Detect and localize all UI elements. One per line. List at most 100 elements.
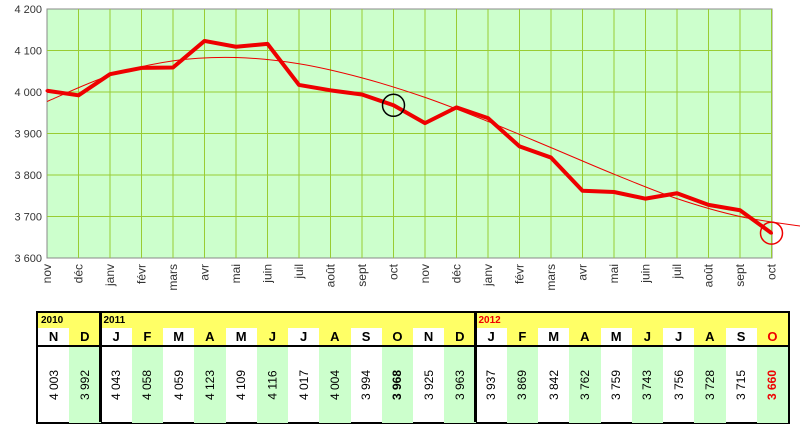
data-point	[108, 72, 112, 76]
value-text: 4 109	[234, 369, 249, 401]
value-text: 3 925	[421, 369, 436, 401]
value-cell: 3 937	[476, 347, 507, 423]
value-cell: 4 003	[38, 347, 69, 423]
value-text: 4 043	[109, 369, 124, 401]
value-text: 3 842	[546, 369, 561, 401]
month-header: J	[256, 328, 288, 345]
month-header: F	[506, 328, 538, 345]
data-point	[423, 121, 427, 125]
data-point	[486, 116, 490, 120]
value-text: 4 058	[140, 369, 155, 401]
month-header: M	[610, 329, 622, 344]
month-header: A	[694, 328, 726, 345]
month-header: J	[675, 329, 683, 344]
x-tick-label: mai	[229, 264, 243, 283]
month-header: S	[736, 329, 746, 344]
month-header: D	[69, 328, 101, 345]
data-point	[455, 105, 458, 109]
y-tick-label: 4 100	[14, 46, 42, 58]
x-tick-label: oct	[765, 263, 779, 280]
value-text: 4 116	[265, 370, 280, 400]
value-text: 3 994	[359, 369, 374, 401]
value-cell: 4 017	[288, 347, 319, 423]
month-header: F	[131, 328, 163, 345]
month-header: D	[444, 328, 476, 345]
value-cell: 4 123	[194, 347, 226, 423]
value-cell: 4 043	[101, 347, 132, 423]
x-tick-label: nov	[40, 264, 54, 283]
value-text: 3 937	[484, 369, 499, 401]
month-header: J	[631, 328, 663, 345]
month-header: A	[569, 328, 601, 345]
value-cell: 3 756	[663, 347, 694, 423]
data-point	[738, 208, 742, 212]
x-tick-label: avr	[576, 264, 590, 281]
value-cell: 3 715	[726, 347, 757, 423]
x-tick-label: oct	[387, 263, 401, 280]
value-cell: 3 660	[756, 347, 788, 423]
month-header: J	[300, 329, 308, 344]
value-cell: 4 109	[226, 347, 257, 423]
value-cell: 3 842	[538, 347, 569, 423]
value-text: 4 003	[46, 369, 61, 401]
value-cell: 3 728	[694, 347, 726, 423]
x-tick-label: févr	[135, 264, 149, 284]
value-text: 3 728	[702, 369, 717, 401]
value-text: 3 756	[671, 369, 686, 401]
value-text: 4 123	[202, 369, 217, 401]
y-tick-label: 4 200	[14, 4, 42, 16]
value-cell: 4 116	[256, 347, 288, 423]
month-header: N	[423, 329, 434, 344]
x-tick-label: août	[702, 263, 716, 287]
value-cell: 3 869	[506, 347, 538, 423]
month-header: N	[48, 329, 59, 344]
data-point	[266, 42, 269, 46]
x-tick-label: déc	[72, 264, 86, 283]
year-separator	[474, 313, 477, 422]
x-tick-label: août	[324, 263, 338, 287]
data-point	[297, 83, 301, 87]
trend-line	[46, 56, 800, 227]
month-header: A	[194, 328, 226, 345]
data-point	[675, 191, 679, 195]
data-point	[707, 203, 710, 207]
value-cell: 3 968	[381, 347, 413, 423]
month-header: S	[361, 329, 371, 344]
data-point	[392, 103, 395, 107]
data-point	[234, 45, 238, 49]
data-point	[77, 93, 80, 97]
x-tick-label: sept	[733, 263, 747, 286]
year-separator	[99, 313, 102, 422]
x-tick-label: déc	[450, 264, 464, 283]
data-point	[360, 92, 364, 96]
value-cell: 3 925	[413, 347, 444, 423]
value-cell: 3 762	[569, 347, 601, 423]
x-tick-label: mars	[544, 264, 558, 291]
value-text: 3 660	[765, 369, 780, 401]
value-cell: 4 058	[131, 347, 163, 423]
value-text: 4 017	[296, 369, 311, 401]
value-text: 3 963	[452, 369, 467, 401]
series-line	[46, 38, 773, 235]
data-point	[581, 189, 584, 193]
value-text: 3 715	[734, 369, 749, 401]
value-cell: 3 994	[351, 347, 382, 423]
x-tick-label: juil	[292, 264, 306, 280]
x-tick-label: avr	[198, 264, 212, 281]
x-tick-label: mars	[166, 264, 180, 291]
value-text: 3 759	[609, 369, 624, 401]
data-point	[644, 197, 647, 201]
value-text: 4 004	[327, 369, 342, 401]
highlight-circle-oct-2011	[381, 93, 406, 118]
highlight-circle-oct-2012	[759, 221, 784, 245]
value-text: 3 762	[577, 369, 592, 401]
x-tick-label: nov	[418, 264, 432, 283]
month-header: M	[173, 329, 185, 344]
data-table: 2010 2011 2012 N 4 003 D 3 992 J 4 043 F 4 058 M 4 0…	[36, 311, 790, 424]
data-point	[329, 88, 332, 92]
value-text: 4 059	[171, 369, 186, 401]
data-point	[770, 231, 773, 235]
y-tick-label: 3 900	[14, 129, 42, 141]
y-tick-label: 3 700	[14, 212, 42, 224]
line-chart: 3 600 3 700 3 800 3 900 4 000 4 100 4 200 nov d…	[14, 4, 800, 291]
